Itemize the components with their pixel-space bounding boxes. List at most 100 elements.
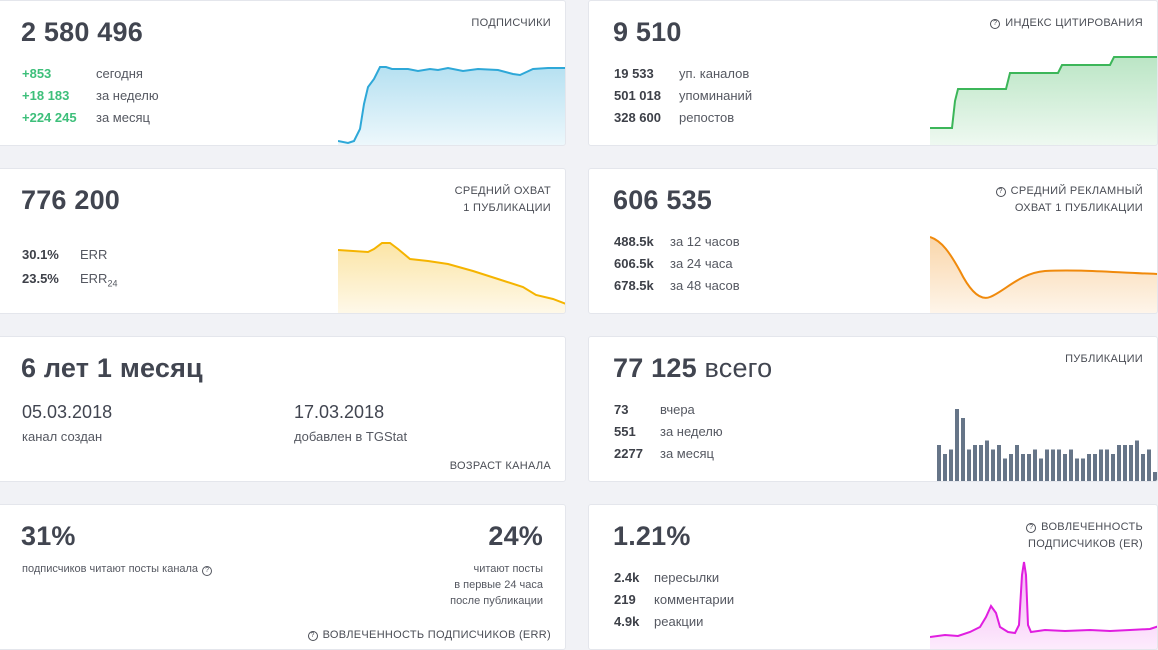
ad-reach-card[interactable]: 606 535 ? СРЕДНИЙ РЕКЛАМНЫЙ ОХВАТ 1 ПУБЛИК… — [588, 168, 1158, 314]
posts-bar[interactable] — [1051, 449, 1055, 482]
posts-bar[interactable] — [1153, 472, 1157, 481]
posts-bar[interactable] — [1045, 449, 1049, 482]
stat-row: 73 вчера — [614, 402, 695, 417]
stat-row: 678.5k за 48 часов — [614, 278, 740, 293]
posts-label: ПУБЛИКАЦИИ — [1065, 353, 1143, 365]
subscribers-count: 2 580 496 — [21, 17, 143, 47]
posts-bar[interactable] — [1105, 449, 1109, 482]
citation-index-value: 9 510 — [613, 17, 682, 47]
posts-bar[interactable] — [1093, 454, 1097, 481]
err-label: ? ВОВЛЕЧЕННОСТЬ ПОДПИСЧИКОВ (ERR) — [307, 627, 551, 644]
posts-bar[interactable] — [1117, 445, 1121, 481]
posts-bar[interactable] — [1123, 445, 1127, 481]
posts-stats: 73 вчера 551 за неделю 2277 за месяц — [614, 399, 723, 465]
stat-row: 219 комментарии — [614, 592, 735, 607]
avg-reach-value: 776 200 — [21, 185, 120, 215]
posts-total: 77 125 всего — [613, 353, 773, 383]
created-text: канал создан — [22, 429, 103, 444]
posts-bar[interactable] — [1075, 458, 1079, 482]
avg-reach-sparkline[interactable] — [338, 239, 566, 314]
err-card[interactable]: 31% подписчиков читают посты канала? 24%… — [0, 504, 566, 650]
posts-bar[interactable] — [1033, 449, 1037, 482]
stat-row: 606.5k за 24 часа — [614, 256, 733, 271]
stat-row: 488.5k за 12 часов — [614, 234, 740, 249]
posts-bar[interactable] — [1135, 440, 1139, 482]
stat-row: +18 183 за неделю — [22, 88, 159, 103]
age-label: ВОЗРАСТ КАНАЛА — [449, 460, 551, 472]
posts-bar[interactable] — [961, 418, 965, 481]
posts-bar[interactable] — [1063, 454, 1067, 481]
posts-bar[interactable] — [1087, 454, 1091, 481]
posts-bar[interactable] — [937, 445, 941, 481]
ad-reach-value: 606 535 — [613, 185, 712, 215]
er-stats: 2.4k пересылки 219 комментарии 4.9k реакции — [614, 567, 734, 633]
posts-bar[interactable] — [1069, 449, 1073, 482]
err-value-2: 24% — [488, 521, 543, 551]
stat-row: 19 533 уп. каналов — [614, 66, 750, 81]
er-card[interactable]: 1.21% ? ВОВЛЕЧЕННОСТЬ ПОДПИСЧИКОВ (ER) 2.4… — [588, 504, 1158, 650]
stat-row: +224 245 за месяц — [22, 110, 150, 125]
stat-row: 2.4k пересылки — [614, 570, 720, 585]
posts-bar-chart[interactable] — [937, 403, 1158, 482]
question-circle-icon[interactable]: ? — [202, 566, 213, 576]
created-date: 05.03.2018 — [22, 402, 113, 422]
er-label: ? ВОВЛЕЧЕННОСТЬ ПОДПИСЧИКОВ (ER) — [1026, 521, 1143, 550]
err-value-1: 31% — [21, 521, 76, 551]
citation-sparkline[interactable] — [930, 51, 1158, 146]
posts-bar[interactable] — [1009, 454, 1013, 481]
er-sparkline[interactable] — [930, 555, 1158, 650]
posts-bar[interactable] — [1057, 449, 1061, 482]
stat-row: 23.5% ERR24 — [22, 271, 118, 289]
posts-bar[interactable] — [967, 449, 971, 482]
citation-card[interactable]: 9 510 ? ИНДЕКС ЦИТИРОВАНИЯ 19 533 уп. кана… — [588, 0, 1158, 146]
posts-bar[interactable] — [1147, 449, 1151, 482]
stat-row: 30.1% ERR — [22, 247, 108, 262]
posts-bar[interactable] — [1111, 454, 1115, 481]
question-circle-icon[interactable]: ? — [995, 187, 1006, 197]
ad-reach-sparkline[interactable] — [930, 233, 1158, 314]
er-value: 1.21% — [613, 521, 691, 551]
avg-reach-card[interactable]: 776 200 СРЕДНИЙ ОХВАТ 1 ПУБЛИКАЦИИ 30.1% E… — [0, 168, 566, 314]
posts-bar[interactable] — [955, 409, 959, 481]
posts-bar[interactable] — [943, 454, 947, 481]
posts-bar[interactable] — [1027, 454, 1031, 481]
posts-bar[interactable] — [1021, 454, 1025, 481]
posts-bar[interactable] — [1099, 449, 1103, 482]
posts-card[interactable]: 77 125 всего ПУБЛИКАЦИИ 73 вчера 551 за не… — [588, 336, 1158, 482]
subscribers-sparkline[interactable] — [338, 59, 566, 146]
posts-bar[interactable] — [1081, 458, 1085, 482]
question-circle-icon[interactable]: ? — [307, 631, 318, 641]
question-circle-icon[interactable]: ? — [1026, 523, 1037, 533]
posts-bar[interactable] — [991, 449, 995, 482]
subscribers-label: ПОДПИСЧИКИ — [471, 17, 551, 29]
posts-bar[interactable] — [997, 445, 1001, 481]
posts-bar[interactable] — [1129, 445, 1133, 481]
citation-stats: 19 533 уп. каналов 501 018 упоминаний 328 … — [614, 63, 752, 129]
err-stats: 30.1% ERR 23.5% ERR24 — [22, 243, 117, 296]
stat-row: +853 сегодня — [22, 66, 143, 81]
stat-row: 501 018 упоминаний — [614, 88, 753, 103]
posts-bar[interactable] — [985, 440, 989, 482]
err-text-1: подписчиков читают посты канала? — [22, 561, 213, 577]
ad-reach-stats: 488.5k за 12 часов 606.5k за 24 часа 678.5… — [614, 231, 740, 297]
posts-bar[interactable] — [1141, 454, 1145, 481]
stat-row: 2277 за месяц — [614, 446, 714, 461]
ad-reach-label: ? СРЕДНИЙ РЕКЛАМНЫЙ ОХВАТ 1 ПУБЛИКАЦИИ — [995, 183, 1143, 217]
subscribers-card[interactable]: 2 580 496 ПОДПИСЧИКИ +853 сегодня +18 183… — [0, 0, 566, 146]
stat-row: 551 за неделю — [614, 424, 723, 439]
added-date: 17.03.2018 — [294, 402, 385, 422]
posts-bar[interactable] — [979, 445, 983, 481]
err-text-2: читают посты в первые 24 часа после публик… — [450, 563, 543, 607]
posts-bar[interactable] — [973, 445, 977, 481]
stat-row: 328 600 репостов — [614, 110, 735, 125]
citation-label: ? ИНДЕКС ЦИТИРОВАНИЯ — [990, 15, 1143, 32]
posts-bar[interactable] — [949, 449, 953, 482]
age-card[interactable]: 6 лет 1 месяц 05.03.2018 канал создан 17… — [0, 336, 566, 482]
stat-row: 4.9k реакции — [614, 614, 704, 629]
posts-bar[interactable] — [1039, 458, 1043, 482]
posts-bar[interactable] — [1003, 458, 1007, 482]
added-text: добавлен в TGStat — [294, 429, 408, 444]
question-circle-icon[interactable]: ? — [990, 19, 1001, 29]
posts-bar[interactable] — [1015, 445, 1019, 481]
channel-age: 6 лет 1 месяц — [21, 353, 203, 383]
